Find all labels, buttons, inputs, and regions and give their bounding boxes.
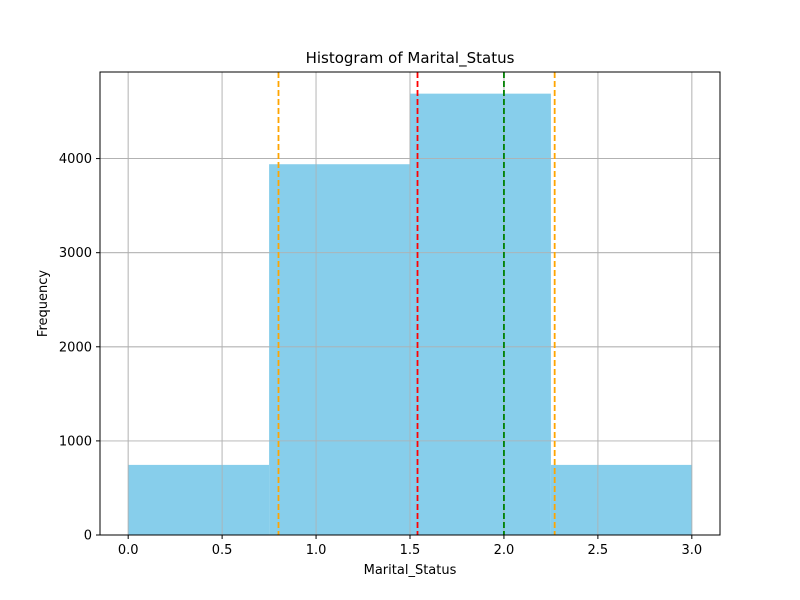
x-tick-label: 2.5	[588, 543, 609, 558]
x-tick-label: 0.5	[212, 543, 233, 558]
x-axis-label: Marital_Status	[364, 563, 457, 578]
grid-front-layer	[100, 72, 720, 536]
bars-layer	[128, 93, 692, 535]
y-tick-label: 0	[84, 529, 92, 544]
y-axis-label: Frequency	[36, 270, 51, 337]
reference-lines-layer	[277, 72, 556, 535]
x-tick-label: 0.0	[118, 543, 139, 558]
histogram-bar	[550, 464, 692, 535]
histogram-bar	[128, 464, 270, 535]
x-tick-label: 1.0	[306, 543, 327, 558]
x-tick-label: 1.5	[400, 543, 421, 558]
histogram-bar	[410, 93, 551, 535]
chart-title: Histogram of Marital_Status	[306, 49, 515, 68]
y-tick-label: 2000	[59, 340, 92, 355]
histogram-bar	[269, 164, 410, 535]
y-tick-label: 3000	[59, 246, 92, 261]
x-tick-label: 3.0	[681, 543, 702, 558]
y-tick-label: 4000	[59, 152, 92, 167]
x-tick-label: 2.0	[494, 543, 515, 558]
y-tick-label: 1000	[59, 434, 92, 449]
ticks-layer: 0.0 0.5 1.0 1.5 2.0 2.5 3.0 0 1000 2000 3000 4000	[59, 152, 702, 558]
